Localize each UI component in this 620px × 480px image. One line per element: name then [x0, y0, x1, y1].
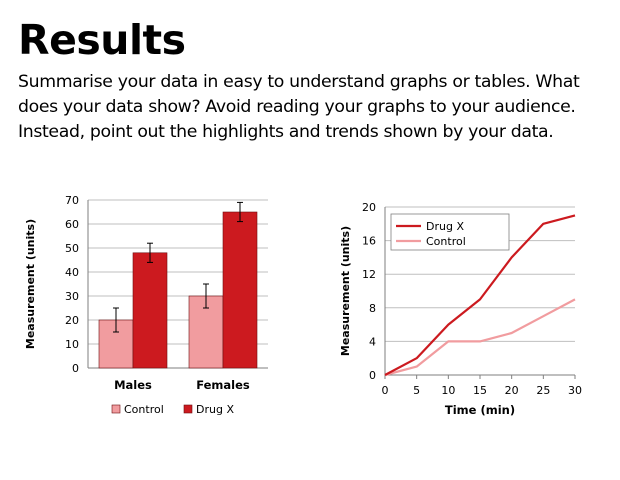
y-tick-label: 20 — [362, 201, 376, 214]
y-tick-label: 0 — [369, 369, 376, 382]
x-category-label: Females — [196, 378, 250, 392]
x-axis-title: Time (min) — [445, 403, 515, 417]
y-tick-label: 0 — [72, 362, 79, 375]
y-tick-label: 30 — [65, 290, 79, 303]
y-axis-title: Measurement (units) — [24, 219, 37, 349]
slide-body-text: Summarise your data in easy to understan… — [18, 72, 580, 142]
y-axis-title: Measurement (units) — [339, 226, 352, 356]
legend-label: Drug X — [196, 403, 234, 416]
series-line-control — [384, 298, 576, 377]
y-tick-label: 8 — [369, 302, 376, 315]
y-tick-label: 60 — [65, 218, 79, 231]
x-category-label: Males — [114, 378, 152, 392]
legend-swatch — [183, 404, 193, 414]
y-tick-label: 16 — [362, 235, 376, 248]
y-tick-label: 12 — [362, 268, 376, 281]
x-tick-label: 30 — [568, 384, 582, 397]
legend-box — [390, 213, 510, 251]
bar-drug-x-males — [132, 252, 168, 369]
x-tick-label: 0 — [382, 384, 389, 397]
x-tick-label: 20 — [505, 384, 519, 397]
bar-drug-x-females — [222, 211, 258, 369]
legend-label: Control — [124, 403, 164, 416]
x-tick-label: 10 — [441, 384, 455, 397]
y-tick-label: 4 — [369, 335, 376, 348]
legend-swatch — [111, 404, 121, 414]
slide-title: Results — [18, 16, 186, 64]
y-tick-label: 40 — [65, 266, 79, 279]
y-tick-label: 70 — [65, 194, 79, 207]
series-line-drug-x — [384, 214, 576, 376]
legend-label: Drug X — [426, 220, 464, 233]
x-tick-label: 25 — [536, 384, 550, 397]
y-tick-label: 10 — [65, 338, 79, 351]
line-chart: 0 4 8 12 16 20 0 5 10 15 20 25 30 Drug X Control Time (… — [339, 201, 582, 417]
x-tick-label: 5 — [413, 384, 420, 397]
legend-label: Control — [426, 235, 466, 248]
bar-chart: 0 10 20 30 40 50 60 70 Males Females Measurement (… — [24, 194, 268, 416]
y-tick-label: 50 — [65, 242, 79, 255]
y-tick-label: 20 — [65, 314, 79, 327]
x-tick-label: 15 — [473, 384, 487, 397]
